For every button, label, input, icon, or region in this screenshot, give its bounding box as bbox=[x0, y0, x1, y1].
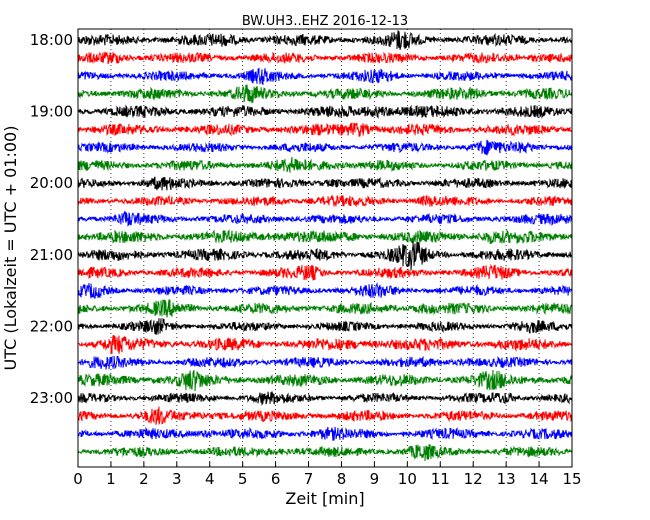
x-tick-label: 6 bbox=[271, 470, 281, 488]
x-tick-label: 9 bbox=[370, 470, 380, 488]
y-tick-label: 18:00 bbox=[30, 31, 73, 49]
x-tick-label: 0 bbox=[73, 470, 83, 488]
y-tick-label: 22:00 bbox=[30, 317, 73, 335]
trace-2100 bbox=[77, 241, 573, 271]
trace-2330 bbox=[77, 426, 573, 441]
trace-2315 bbox=[77, 406, 573, 425]
trace-2015 bbox=[77, 194, 573, 208]
trace-2000 bbox=[77, 176, 573, 191]
plot-frame bbox=[77, 28, 573, 468]
x-tick-label: 13 bbox=[497, 470, 516, 488]
trace-2130 bbox=[77, 281, 573, 299]
trace-1930 bbox=[77, 139, 573, 156]
x-tick-label: 12 bbox=[464, 470, 483, 488]
x-tick-label: 8 bbox=[337, 470, 347, 488]
x-tick-label: 7 bbox=[304, 470, 314, 488]
y-tick-label: 23:00 bbox=[30, 389, 73, 407]
y-tick-label: 19:00 bbox=[30, 103, 73, 121]
trace-2215 bbox=[77, 334, 573, 354]
trace-1900 bbox=[77, 104, 573, 120]
x-tick-label: 15 bbox=[562, 470, 581, 488]
x-tick-label: 5 bbox=[238, 470, 248, 488]
x-axis-label: Zeit [min] bbox=[285, 489, 364, 508]
x-tick-label: 1 bbox=[106, 470, 116, 488]
trace-2200 bbox=[77, 318, 573, 336]
trace-1815 bbox=[77, 51, 573, 65]
y-axis-label: UTC (Lokalzeit = UTC + 01:00) bbox=[1, 126, 20, 371]
x-tick-label: 14 bbox=[530, 470, 549, 488]
trace-2045 bbox=[77, 229, 573, 245]
trace-2230 bbox=[77, 355, 573, 370]
x-axis: 0 1 2 3 4 5 6 7 8 9 10 11 12 13 14 15 bbox=[73, 462, 582, 488]
traces bbox=[77, 30, 573, 462]
x-tick-label: 4 bbox=[205, 470, 215, 488]
trace-2115 bbox=[77, 263, 573, 281]
y-axis: 18:00 19:00 20:00 21:00 22:00 23:00 bbox=[30, 31, 83, 407]
x-tick-label: 3 bbox=[172, 470, 182, 488]
x-tick-label: 2 bbox=[139, 470, 149, 488]
trace-1915 bbox=[77, 122, 573, 137]
y-tick-label: 20:00 bbox=[30, 174, 73, 192]
trace-2345 bbox=[77, 444, 573, 462]
x-tick-label: 10 bbox=[398, 470, 417, 488]
trace-2145 bbox=[77, 299, 573, 318]
chart-title: BW.UH3..EHZ 2016-12-13 bbox=[242, 14, 408, 29]
trace-2245 bbox=[77, 369, 573, 392]
x-tick-label: 11 bbox=[431, 470, 450, 488]
trace-2030 bbox=[77, 211, 573, 227]
trace-1845 bbox=[77, 84, 573, 104]
trace-1945 bbox=[77, 156, 573, 173]
trace-1800 bbox=[77, 30, 573, 50]
y-tick-label: 21:00 bbox=[30, 246, 73, 264]
trace-2300 bbox=[77, 391, 573, 406]
trace-1830 bbox=[77, 67, 573, 85]
